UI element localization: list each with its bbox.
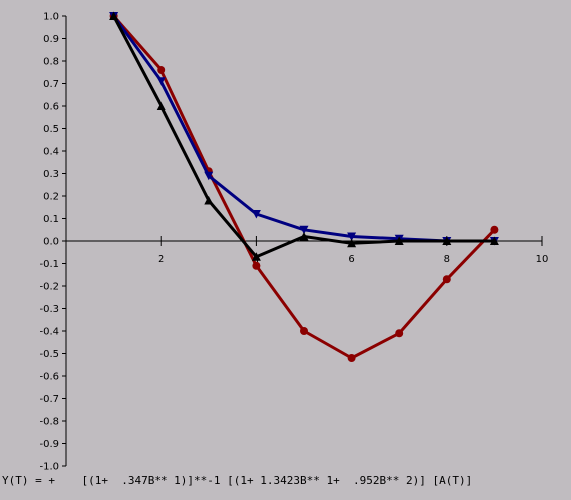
x-tick-label: 6 <box>348 254 354 265</box>
y-tick-label: -0.5 <box>39 349 59 360</box>
series-layer <box>109 11 499 362</box>
data-point <box>347 238 357 248</box>
x-tick-label: 8 <box>444 254 450 265</box>
data-point <box>204 171 214 181</box>
y-tick-label: 0.2 <box>43 192 59 203</box>
series-line <box>112 15 496 360</box>
series-line <box>112 15 495 259</box>
y-tick-label: -0.1 <box>39 259 59 270</box>
data-point <box>347 232 357 241</box>
data-point <box>252 261 261 270</box>
y-tick-label: -0.6 <box>39 372 59 383</box>
y-tick-label: 0.7 <box>43 79 59 90</box>
data-point <box>299 225 309 235</box>
y-tick-label: 0.3 <box>43 169 59 180</box>
y-tick-label: 0.4 <box>43 147 59 158</box>
y-tick-label: -0.2 <box>39 282 59 293</box>
y-tick-label: 0.9 <box>43 34 59 45</box>
series-1 <box>109 12 499 362</box>
data-point <box>395 329 404 338</box>
data-point <box>489 236 499 245</box>
data-point <box>442 236 452 245</box>
data-point <box>394 236 404 245</box>
y-tick-label: -0.4 <box>39 327 59 338</box>
series-line <box>112 15 495 243</box>
y-tick-label: 1.0 <box>43 12 59 23</box>
data-point <box>156 77 166 86</box>
formula-text: Y(T) = + [(1+ .347B** 1)]**-1 [(1+ 1.342… <box>2 474 473 487</box>
data-point <box>299 232 309 241</box>
y-tick-label: 0.1 <box>43 214 59 225</box>
series-3 <box>109 11 499 261</box>
y-tick-label: -1.0 <box>39 462 59 473</box>
data-point <box>251 252 261 261</box>
y-tick-label: -0.8 <box>39 417 59 428</box>
data-point <box>490 225 499 234</box>
y-tick-label: 0.6 <box>43 102 59 113</box>
y-tick-label: 0.0 <box>43 237 59 248</box>
series-2 <box>109 12 499 246</box>
y-tick-label: -0.3 <box>39 304 59 315</box>
data-point <box>442 275 451 284</box>
y-tick-label: -0.9 <box>39 439 59 450</box>
data-point <box>204 196 214 205</box>
y-tick-label: 0.5 <box>43 124 59 135</box>
y-tick-label: 0.8 <box>43 57 59 68</box>
data-point <box>109 11 119 20</box>
data-point <box>157 66 166 74</box>
ticks: 1.0 0.9 0.8 0.7 0.6 0.5 0.4 0.3 0.2 0.1 0.0 -0.1 -0.… <box>39 12 548 473</box>
x-tick-label: 2 <box>158 254 164 265</box>
data-point <box>347 354 356 362</box>
y-tick-label: -0.7 <box>39 394 59 405</box>
data-point <box>156 101 166 110</box>
data-point <box>251 210 261 219</box>
x-tick-label: 10 <box>536 254 549 265</box>
data-point <box>300 327 308 335</box>
